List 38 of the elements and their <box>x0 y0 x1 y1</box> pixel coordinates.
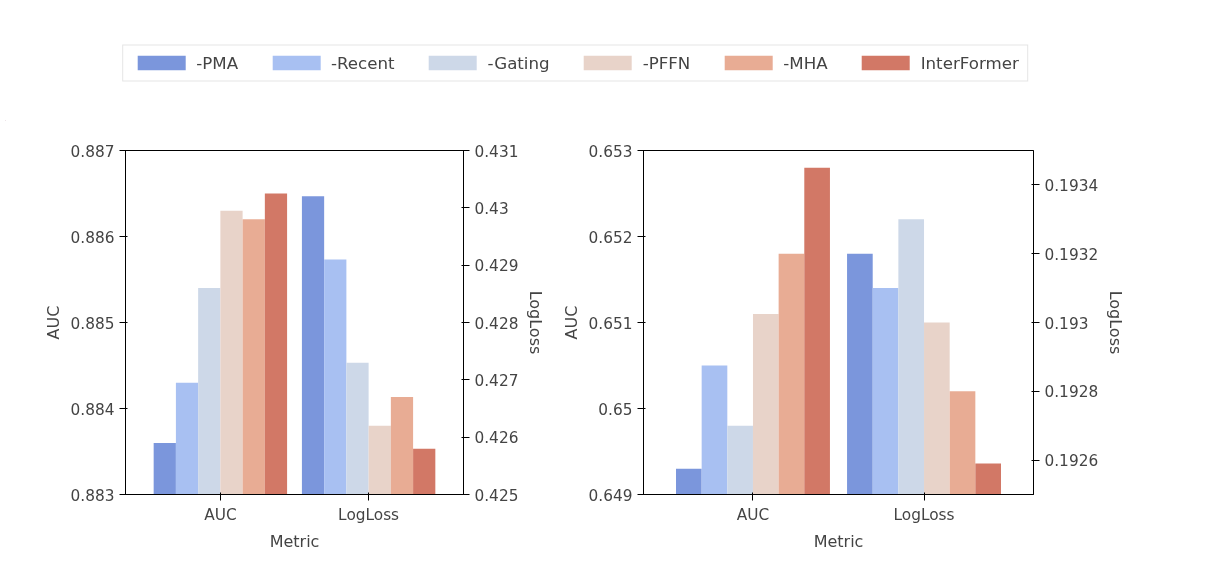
y2-tick-label: 0.427 <box>474 371 519 390</box>
y-tick-label: 0.887 <box>70 142 115 161</box>
y-tick-label: 0.885 <box>70 314 115 333</box>
y2-tick-label: 0.1926 <box>1044 452 1099 471</box>
x-axis-title: Metric <box>813 531 864 551</box>
y-tick-label: 0.886 <box>70 228 115 247</box>
x-tick-label: AUC <box>736 505 770 524</box>
y-tick-label: 0.653 <box>588 142 633 161</box>
y-tick-label: 0.65 <box>598 400 633 419</box>
y2-axis-title: LogLoss <box>526 290 546 355</box>
legend-label: -PMA <box>196 53 239 72</box>
y2-tick-label: 0.425 <box>474 486 519 505</box>
y2-tick-label: 0.1932 <box>1044 245 1099 264</box>
y-axis-title: AUC <box>43 305 63 340</box>
y-tick-label: 0.883 <box>70 486 115 505</box>
y2-tick-label: 0.426 <box>474 429 519 448</box>
legend-label: InterFormer <box>920 53 1019 72</box>
y2-axis-title: LogLoss <box>1106 290 1126 355</box>
y-tick-label: 0.884 <box>70 400 115 419</box>
y2-tick-label: 0.431 <box>474 142 519 161</box>
y-tick-label: 0.652 <box>588 228 633 247</box>
y2-tick-label: 0.1934 <box>1044 176 1099 195</box>
y2-tick-label: 0.193 <box>1044 314 1089 333</box>
y2-tick-label: 0.429 <box>474 257 519 276</box>
legend-label: -Recent <box>331 53 395 72</box>
y2-tick-label: 0.1928 <box>1044 383 1099 402</box>
x-tick-label: LogLoss <box>893 505 955 524</box>
legend-label: -MHA <box>783 53 828 72</box>
y-axis-title: AUC <box>561 305 581 340</box>
y2-tick-label: 0.428 <box>474 314 519 333</box>
x-tick-label: AUC <box>204 505 237 524</box>
y2-tick-label: 0.43 <box>474 199 509 218</box>
y-tick-label: 0.649 <box>588 486 633 505</box>
legend-label: -PFFN <box>642 53 691 72</box>
x-tick-label: LogLoss <box>338 505 400 524</box>
legend-label: -Gating <box>487 53 550 72</box>
y-tick-label: 0.651 <box>588 314 633 333</box>
x-axis-title: Metric <box>269 531 320 551</box>
